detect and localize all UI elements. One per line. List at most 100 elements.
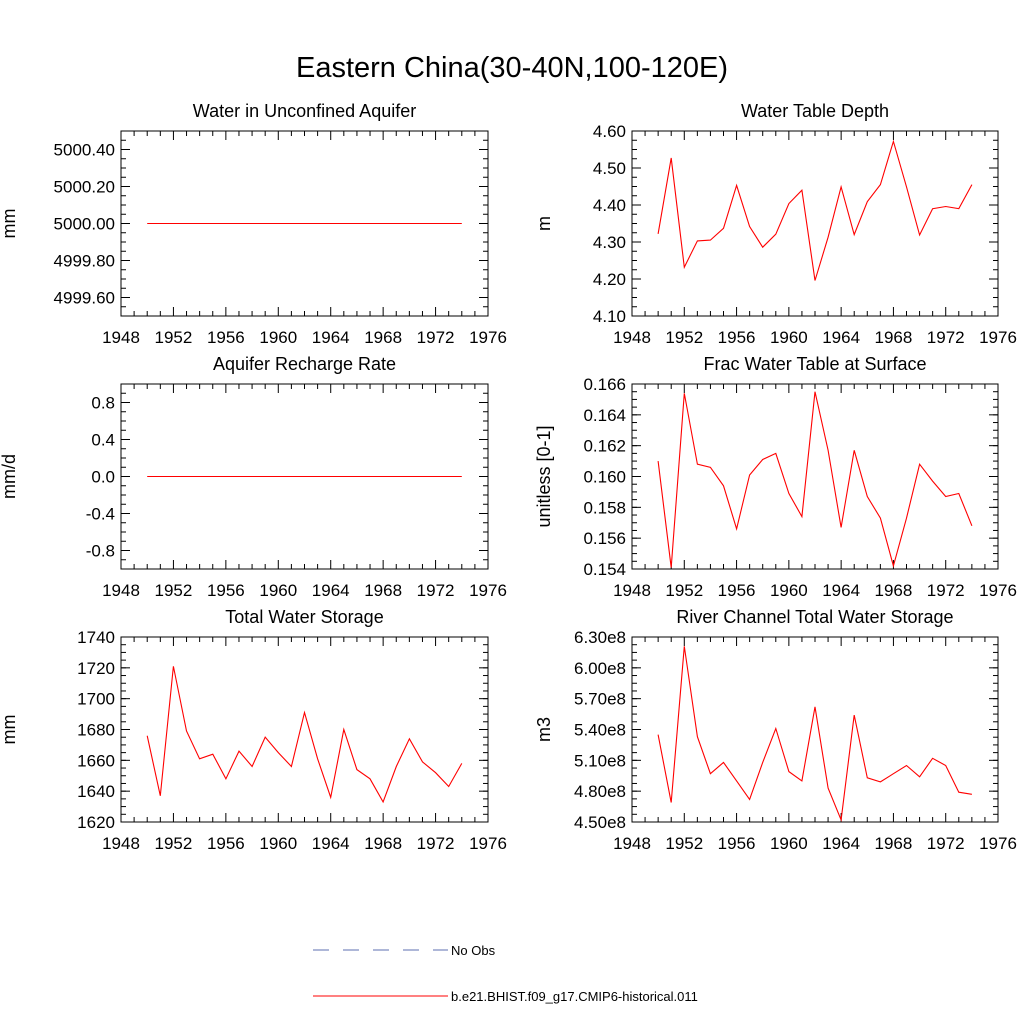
x-tick-label: 1976	[469, 581, 507, 600]
x-tick-label: 1948	[102, 328, 140, 347]
x-tick-label: 1960	[259, 581, 297, 600]
y-tick-label: 0.4	[91, 431, 115, 450]
x-tick-label: 1972	[927, 328, 965, 347]
chart-title: Water Table Depth	[741, 101, 889, 121]
x-tick-label: 1960	[770, 328, 808, 347]
chart-panel-5: Total Water Storage 1948 1952 1956 1960 1964 1…	[0, 607, 507, 853]
x-tick-label: 1948	[613, 581, 651, 600]
y-tick-label: 5.70e8	[574, 690, 626, 709]
x-tick-label: 1968	[875, 834, 913, 853]
y-tick-label: 1620	[77, 813, 115, 832]
x-tick-label: 1972	[417, 834, 455, 853]
chart-title: River Channel Total Water Storage	[676, 607, 953, 627]
series-line	[146, 666, 463, 804]
y-tick-label: 0.160	[583, 468, 626, 487]
chart-panel-4: Frac Water Table at Surface 1948 1952 1956 1…	[534, 354, 1017, 600]
y-tick-label: 5.40e8	[574, 721, 626, 740]
y-tick-label: 0.162	[583, 437, 626, 456]
y-tick-label: 0.0	[91, 468, 115, 487]
y-tick-label: -0.4	[86, 505, 115, 524]
x-tick-label: 1948	[102, 581, 140, 600]
y-tick-label: 4999.60	[54, 289, 115, 308]
x-tick-label: 1968	[364, 581, 402, 600]
legend: No Obs b.e21.BHIST.f09_g17.CMIP6-historic…	[313, 943, 698, 1004]
series-line	[657, 391, 973, 568]
y-tick-label: 4.50	[593, 159, 626, 178]
x-tick-label: 1976	[469, 328, 507, 347]
plot-frame	[631, 130, 999, 317]
series-line	[657, 646, 972, 822]
chart-title: Water in Unconfined Aquifer	[193, 101, 416, 121]
x-tick-label: 1952	[155, 581, 193, 600]
x-tick-label: 1968	[875, 581, 913, 600]
y-tick-label: 4.10	[593, 307, 626, 326]
x-tick-label: 1964	[312, 834, 350, 853]
y-tick-label: 0.158	[583, 498, 626, 517]
x-tick-label: 1960	[770, 834, 808, 853]
y-tick-label: 0.8	[91, 394, 115, 413]
x-tick-label: 1952	[155, 328, 193, 347]
x-tick-label: 1956	[207, 834, 245, 853]
y-tick-label: 6.30e8	[574, 628, 626, 647]
x-tick-label: 1972	[417, 328, 455, 347]
x-tick-label: 1976	[979, 834, 1017, 853]
x-tick-label: 1956	[718, 581, 756, 600]
chart-panel-1: Water in Unconfined Aquifer 1948 1952 1956 1…	[0, 101, 507, 347]
y-tick-label: 4999.80	[54, 252, 115, 271]
y-axis-label: mm	[0, 209, 19, 239]
y-tick-label: 5000.40	[54, 141, 115, 160]
x-tick-label: 1952	[665, 328, 703, 347]
x-tick-label: 1976	[979, 581, 1017, 600]
main-title: Eastern China(30-40N,100-120E)	[295, 52, 729, 84]
x-tick-label: 1972	[417, 581, 455, 600]
x-tick-label: 1972	[927, 581, 965, 600]
x-tick-label: 1976	[469, 834, 507, 853]
chart-title: Aquifer Recharge Rate	[213, 354, 396, 374]
series-line	[657, 139, 973, 281]
x-tick-label: 1964	[312, 328, 350, 347]
y-axis-label: m3	[534, 717, 554, 742]
legend-label: b.e21.BHIST.f09_g17.CMIP6-historical.011	[451, 989, 698, 1004]
x-tick-label: 1948	[613, 328, 651, 347]
legend-label: No Obs	[451, 943, 496, 958]
chart-title: Total Water Storage	[225, 607, 383, 627]
y-tick-label: 4.30	[593, 233, 626, 252]
y-tick-label: 4.40	[593, 196, 626, 215]
x-tick-label: 1952	[155, 834, 193, 853]
x-tick-label: 1968	[364, 834, 402, 853]
x-tick-label: 1968	[875, 328, 913, 347]
y-tick-label: 0.156	[583, 529, 626, 548]
x-tick-label: 1956	[718, 328, 756, 347]
x-tick-label: 1972	[927, 834, 965, 853]
y-tick-label: 1740	[77, 628, 115, 647]
y-tick-label: 4.80e8	[574, 782, 626, 801]
x-tick-label: 1948	[613, 834, 651, 853]
x-tick-label: 1952	[665, 834, 703, 853]
y-axis-label: mm/d	[0, 454, 19, 499]
y-tick-label: -0.8	[86, 542, 115, 561]
x-tick-label: 1956	[207, 328, 245, 347]
x-tick-label: 1968	[364, 328, 402, 347]
chart-panel-2: Water Table Depth 1948 1952 1956 1960 1964 196…	[534, 101, 1017, 347]
y-tick-label: 0.154	[583, 560, 626, 579]
x-tick-label: 1964	[312, 581, 350, 600]
y-axis-label: mm	[0, 715, 19, 745]
y-axis-label: unitless [0-1]	[534, 425, 554, 527]
y-tick-label: 1660	[77, 751, 115, 770]
plot-frame	[120, 636, 489, 823]
chart-panel-3: Aquifer Recharge Rate 1948 1952 1956 1960 196…	[0, 354, 507, 600]
y-tick-label: 4.60	[593, 122, 626, 141]
y-tick-label: 1700	[77, 690, 115, 709]
chart-title: Frac Water Table at Surface	[703, 354, 926, 374]
y-tick-label: 1720	[77, 659, 115, 678]
y-tick-label: 5.10e8	[574, 751, 626, 770]
x-tick-label: 1960	[770, 581, 808, 600]
x-tick-label: 1960	[259, 328, 297, 347]
y-tick-label: 4.20	[593, 270, 626, 289]
y-tick-label: 0.166	[583, 375, 626, 394]
chart-panel-6: River Channel Total Water Storage 1948 195…	[534, 607, 1017, 853]
x-tick-label: 1948	[102, 834, 140, 853]
x-tick-label: 1964	[822, 581, 860, 600]
y-tick-label: 0.164	[583, 406, 626, 425]
y-tick-label: 5000.20	[54, 178, 115, 197]
